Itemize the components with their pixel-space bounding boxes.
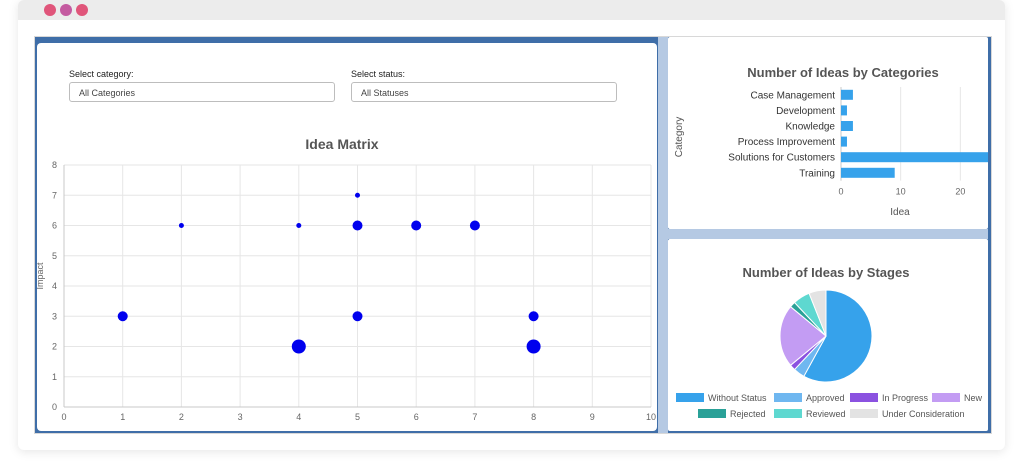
matrix-x-tick-label: 5 — [355, 412, 360, 422]
legend-swatch — [774, 393, 802, 402]
stages-panel: Number of Ideas by Stages Without Status… — [668, 239, 988, 431]
matrix-x-tick-label: 6 — [414, 412, 419, 422]
matrix-x-tick-label: 2 — [179, 412, 184, 422]
matrix-x-tick-label: 8 — [531, 412, 536, 422]
matrix-y-tick-label: 3 — [52, 311, 57, 321]
matrix-y-tick-label: 7 — [52, 190, 57, 200]
stages-pie-chart: Number of Ideas by Stages Without Status… — [676, 265, 983, 419]
stage-slice[interactable] — [808, 289, 827, 337]
matrix-y-tick-label: 0 — [52, 402, 57, 412]
matrix-x-tick-label: 9 — [590, 412, 595, 422]
categories-panel: Number of Ideas by Categories Category I… — [668, 37, 991, 229]
categories-bar-chart: Number of Ideas by Categories Category I… — [674, 65, 991, 218]
category-label: Development — [776, 106, 835, 117]
matrix-point[interactable] — [352, 311, 363, 322]
legend-label: New — [964, 393, 983, 403]
matrix-y-tick-label: 4 — [52, 281, 57, 291]
matrix-y-axis-label: Impact — [37, 262, 45, 290]
matrix-point[interactable] — [117, 311, 128, 322]
stage-slice[interactable] — [779, 305, 827, 367]
categories-x-ticks: 0 10 20 — [838, 187, 965, 197]
stage-slice[interactable] — [803, 289, 873, 383]
legend-label: Reviewed — [806, 409, 846, 419]
matrix-gridlines — [63, 164, 652, 408]
stages-pie-slices — [779, 289, 873, 383]
dashboard: Select category: All Categories Select s… — [34, 36, 992, 434]
legend-swatch — [698, 409, 726, 418]
categories-y-axis-label: Category — [674, 117, 685, 158]
categories-x-tick-label: 0 — [838, 187, 843, 197]
categories-x-tick-label: 20 — [955, 187, 965, 197]
idea-matrix-panel: Select category: All Categories Select s… — [37, 43, 657, 431]
category-label: Solutions for Customers — [728, 153, 835, 164]
matrix-x-tick-label: 1 — [120, 412, 125, 422]
categories-x-tick-label: 10 — [896, 187, 906, 197]
category-select[interactable]: All Categories — [69, 82, 335, 102]
legend-label: Without Status — [708, 393, 767, 403]
legend-label: In Progress — [882, 393, 929, 403]
status-filter-label: Select status: — [351, 69, 406, 79]
categories-title: Number of Ideas by Categories — [747, 65, 938, 80]
matrix-y-tick-label: 5 — [52, 251, 57, 261]
app-window: Select category: All Categories Select s… — [18, 0, 1005, 450]
matrix-title: Idea Matrix — [305, 136, 378, 152]
category-bar[interactable] — [841, 167, 895, 178]
window-close-button[interactable] — [44, 4, 56, 16]
category-bar[interactable] — [841, 136, 847, 147]
matrix-y-tick-label: 2 — [52, 342, 57, 352]
categories-x-axis-label: Idea — [890, 207, 910, 218]
matrix-y-tick-label: 6 — [52, 221, 57, 231]
categories-labels: Case Management Development Knowledge Proce… — [728, 90, 835, 179]
legend-swatch — [676, 393, 704, 402]
stages-legend: Without Status Approved In Progress New Reje… — [676, 393, 983, 419]
legend-label: Approved — [806, 393, 845, 403]
category-label: Training — [799, 168, 835, 179]
stages-title: Number of Ideas by Stages — [743, 265, 910, 280]
panel-divider-horizontal — [668, 229, 988, 239]
matrix-x-tick-label: 3 — [238, 412, 243, 422]
idea-matrix-chart: Idea Matrix Impact 0 1 2 3 4 5 6 7 8 9 10 0 1 2 3 4 5 6 7… — [37, 136, 656, 422]
legend-swatch — [850, 409, 878, 418]
matrix-x-ticks: 0 1 2 3 4 5 6 7 8 9 10 — [61, 412, 656, 422]
window-titlebar — [18, 0, 1005, 20]
matrix-point[interactable] — [291, 339, 306, 354]
window-minimize-button[interactable] — [60, 4, 72, 16]
matrix-point[interactable] — [528, 311, 539, 322]
categories-bars — [841, 89, 991, 178]
category-bar[interactable] — [841, 152, 991, 163]
matrix-x-tick-label: 10 — [646, 412, 656, 422]
category-label: Knowledge — [786, 122, 836, 133]
matrix-y-tick-label: 1 — [52, 372, 57, 382]
matrix-point[interactable] — [526, 339, 541, 354]
matrix-point[interactable] — [178, 223, 184, 228]
matrix-points — [117, 192, 541, 354]
panel-divider-vertical — [658, 37, 668, 433]
legend-label: Under Consideration — [882, 409, 965, 419]
category-bar[interactable] — [841, 89, 853, 100]
matrix-y-ticks: 0 1 2 3 4 5 6 7 8 — [52, 160, 57, 412]
legend-swatch — [774, 409, 802, 418]
category-label: Process Improvement — [738, 137, 835, 148]
legend-swatch — [932, 393, 960, 402]
category-bar[interactable] — [841, 121, 853, 131]
matrix-x-tick-label: 4 — [296, 412, 301, 422]
category-label: Case Management — [751, 90, 836, 101]
matrix-point[interactable] — [296, 223, 302, 228]
matrix-point[interactable] — [352, 220, 363, 231]
matrix-y-tick-label: 8 — [52, 160, 57, 170]
categories-gridlines — [840, 87, 961, 181]
category-filter-label: Select category: — [69, 69, 134, 79]
matrix-point[interactable] — [469, 220, 480, 231]
legend-label: Rejected — [730, 409, 766, 419]
status-select[interactable]: All Statuses — [351, 82, 617, 102]
legend-swatch — [850, 393, 878, 402]
matrix-x-tick-label: 0 — [61, 412, 66, 422]
matrix-point[interactable] — [411, 220, 422, 231]
matrix-x-tick-label: 7 — [472, 412, 477, 422]
window-maximize-button[interactable] — [76, 4, 88, 16]
category-bar[interactable] — [841, 105, 847, 116]
matrix-point[interactable] — [355, 192, 360, 198]
